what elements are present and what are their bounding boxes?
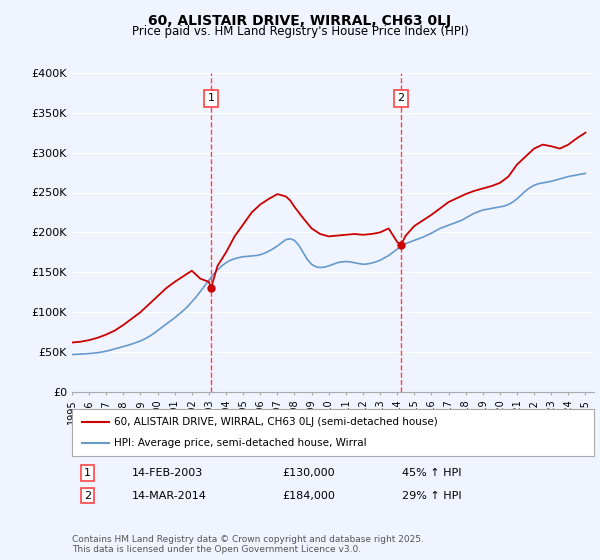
Text: £184,000: £184,000 [282, 491, 335, 501]
Text: Contains HM Land Registry data © Crown copyright and database right 2025.
This d: Contains HM Land Registry data © Crown c… [72, 535, 424, 554]
Text: 2: 2 [84, 491, 91, 501]
Text: 14-FEB-2003: 14-FEB-2003 [132, 468, 203, 478]
Text: Price paid vs. HM Land Registry's House Price Index (HPI): Price paid vs. HM Land Registry's House … [131, 25, 469, 38]
Text: 45% ↑ HPI: 45% ↑ HPI [402, 468, 461, 478]
Text: 1: 1 [84, 468, 91, 478]
Text: £130,000: £130,000 [282, 468, 335, 478]
Text: 29% ↑ HPI: 29% ↑ HPI [402, 491, 461, 501]
Text: HPI: Average price, semi-detached house, Wirral: HPI: Average price, semi-detached house,… [114, 438, 367, 448]
Text: 60, ALISTAIR DRIVE, WIRRAL, CH63 0LJ: 60, ALISTAIR DRIVE, WIRRAL, CH63 0LJ [148, 14, 452, 28]
Text: 1: 1 [208, 94, 214, 104]
Text: 60, ALISTAIR DRIVE, WIRRAL, CH63 0LJ (semi-detached house): 60, ALISTAIR DRIVE, WIRRAL, CH63 0LJ (se… [114, 417, 437, 427]
Text: 14-MAR-2014: 14-MAR-2014 [132, 491, 207, 501]
Text: 2: 2 [397, 94, 404, 104]
